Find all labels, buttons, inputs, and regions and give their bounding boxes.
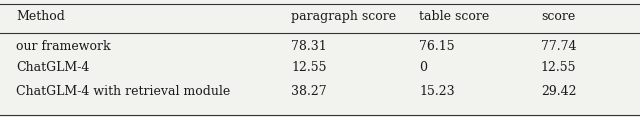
Text: our framework: our framework xyxy=(16,40,111,53)
Text: 29.42: 29.42 xyxy=(541,85,576,98)
Text: paragraph score: paragraph score xyxy=(291,10,396,23)
Text: 0: 0 xyxy=(419,61,428,74)
Text: ChatGLM-4: ChatGLM-4 xyxy=(16,61,90,74)
Text: Method: Method xyxy=(16,10,65,23)
Text: score: score xyxy=(541,10,575,23)
Text: ChatGLM-4 with retrieval module: ChatGLM-4 with retrieval module xyxy=(16,85,230,98)
Text: 12.55: 12.55 xyxy=(291,61,326,74)
Text: 77.74: 77.74 xyxy=(541,40,576,53)
Text: 38.27: 38.27 xyxy=(291,85,327,98)
Text: 15.23: 15.23 xyxy=(419,85,455,98)
Text: table score: table score xyxy=(419,10,490,23)
Text: 78.31: 78.31 xyxy=(291,40,327,53)
Text: 12.55: 12.55 xyxy=(541,61,576,74)
Text: 76.15: 76.15 xyxy=(419,40,455,53)
